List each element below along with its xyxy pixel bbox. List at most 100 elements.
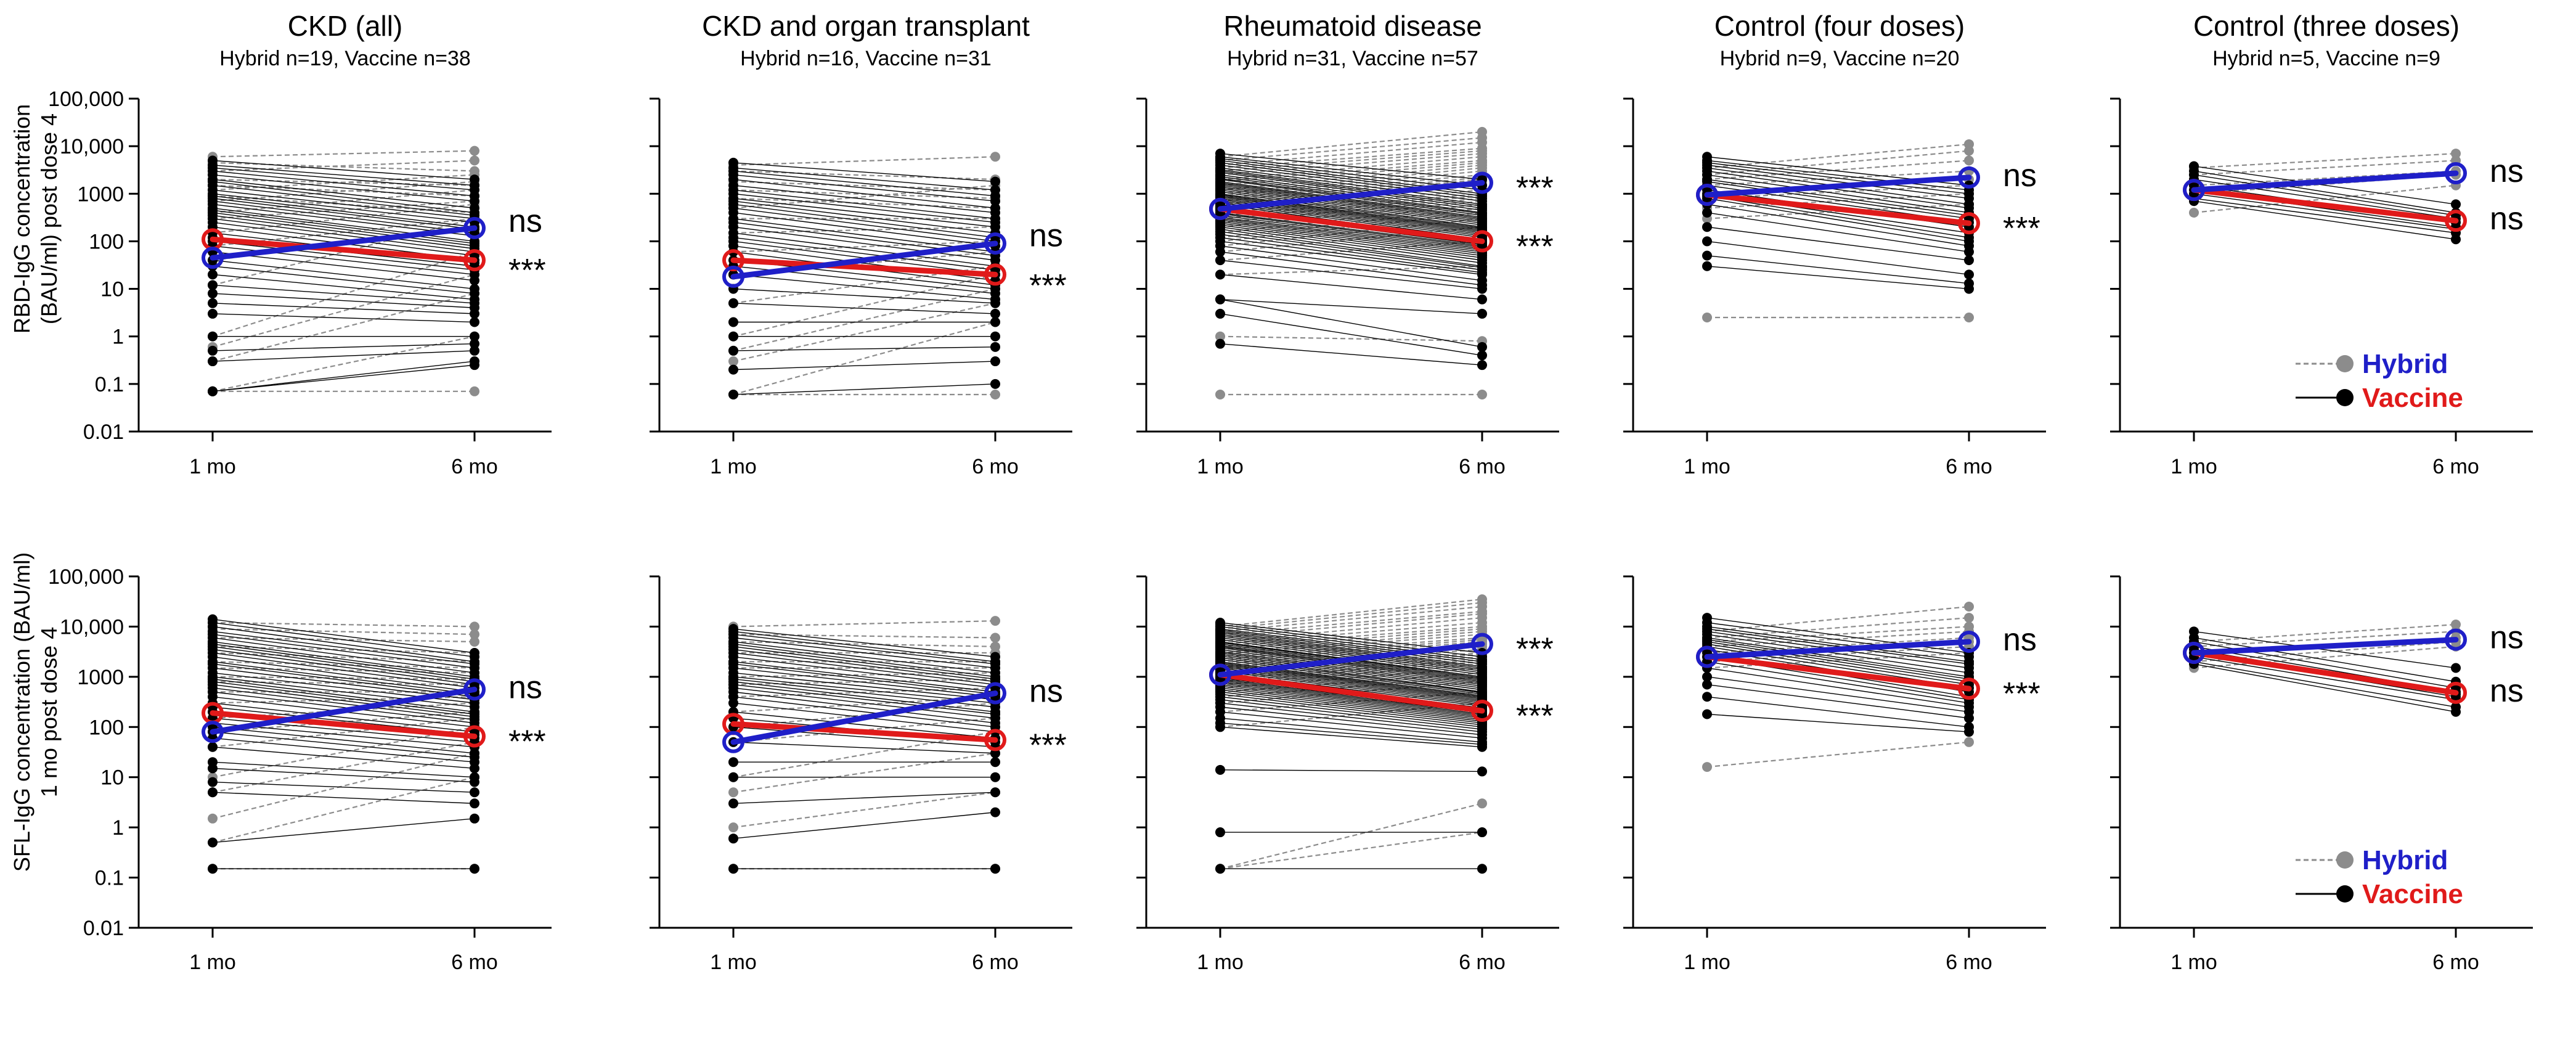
vaccine-pair-line bbox=[212, 313, 475, 323]
hybrid-pair-line bbox=[212, 628, 475, 636]
vaccine-point bbox=[208, 345, 218, 356]
vaccine-pair-line bbox=[1706, 198, 1970, 242]
hybrid-pair-line bbox=[2193, 152, 2456, 169]
vaccine-pair-line bbox=[1706, 170, 1970, 209]
hybrid-median-marker bbox=[2183, 642, 2205, 665]
vaccine-significance: *** bbox=[1029, 727, 1067, 763]
x-tick-label: 6 mo bbox=[451, 455, 498, 478]
row-label-top-line2: (BAU/ml) post dose 4 bbox=[36, 113, 62, 324]
vaccine-pair-line bbox=[1220, 181, 1483, 218]
vaccine-pair-line bbox=[1220, 251, 1483, 286]
vaccine-pair-line bbox=[1220, 629, 1483, 665]
vaccine-point bbox=[728, 757, 738, 768]
hybrid-pair-line bbox=[1706, 741, 1970, 768]
vaccine-point bbox=[1477, 342, 1487, 352]
vaccine-pair-line bbox=[733, 649, 996, 682]
vaccine-pair-line bbox=[1706, 181, 1970, 219]
hybrid-pair-line bbox=[212, 274, 475, 348]
hybrid-pair-line bbox=[1220, 167, 1483, 195]
vaccine-pair-line bbox=[1220, 240, 1483, 276]
vaccine-pair-line bbox=[733, 667, 996, 697]
vaccine-pair-line bbox=[1220, 153, 1483, 180]
vaccine-pair-line bbox=[212, 240, 475, 271]
hybrid-significance: *** bbox=[1516, 171, 1554, 207]
panel-r0c3: Control (four doses) Hybrid n=9, Vaccine … bbox=[1623, 10, 2046, 478]
vaccine-pair-line bbox=[733, 691, 996, 724]
vaccine-pair-line bbox=[733, 174, 996, 202]
hybrid-pair-line bbox=[2193, 631, 2456, 647]
vaccine-pair-line bbox=[733, 661, 996, 693]
vaccine-pair-line bbox=[733, 346, 996, 351]
vaccine-point bbox=[208, 777, 218, 787]
vaccine-pair-line bbox=[733, 646, 996, 680]
vaccine-median-marker bbox=[984, 263, 1006, 286]
x-tick-label: 6 mo bbox=[2432, 455, 2479, 478]
vaccine-pair-line bbox=[212, 189, 475, 219]
vaccine-pair-line bbox=[1220, 686, 1483, 719]
vaccine-pair-line bbox=[1220, 189, 1483, 227]
vaccine-point bbox=[1702, 679, 1712, 690]
hybrid-median-marker bbox=[2445, 162, 2467, 185]
vaccine-pair-line bbox=[733, 203, 996, 239]
vaccine-point bbox=[470, 345, 479, 356]
vaccine-point bbox=[990, 176, 1000, 187]
x-tick-label: 1 mo bbox=[189, 455, 236, 478]
vaccine-pair-line bbox=[2193, 198, 2456, 234]
panel-title: Control (three doses) bbox=[2193, 10, 2460, 42]
vaccine-pair-line bbox=[1220, 223, 1483, 258]
vaccine-pair-line bbox=[1220, 691, 1483, 724]
vaccine-point bbox=[990, 807, 1000, 817]
vaccine-pair-line bbox=[212, 170, 475, 197]
hybrid-significance: ns bbox=[2003, 622, 2037, 658]
vaccine-pair-line bbox=[1706, 667, 1970, 708]
vaccine-pair-line bbox=[2193, 661, 2456, 708]
hybrid-point bbox=[1702, 762, 1712, 772]
vaccine-significance: *** bbox=[1516, 698, 1554, 734]
vaccine-pair-line bbox=[733, 303, 996, 314]
vaccine-pair-line bbox=[1220, 634, 1483, 670]
vaccine-pair-line bbox=[1220, 229, 1483, 267]
hybrid-median-line bbox=[730, 690, 998, 745]
vaccine-pair-line bbox=[1706, 626, 1970, 663]
vaccine-pair-line bbox=[212, 818, 475, 843]
vaccine-pair-line bbox=[212, 676, 475, 708]
vaccine-point bbox=[1477, 360, 1487, 370]
vaccine-pair-line bbox=[1220, 646, 1483, 682]
vaccine-pair-line bbox=[1220, 645, 1483, 681]
vaccine-pair-line bbox=[1220, 631, 1483, 667]
vaccine-point bbox=[208, 269, 218, 280]
hybrid-pair-line bbox=[1220, 131, 1483, 158]
hybrid-significance: *** bbox=[1516, 632, 1554, 668]
x-tick-label: 1 mo bbox=[2170, 455, 2217, 478]
vaccine-significance: *** bbox=[1029, 268, 1067, 304]
vaccine-pair-line bbox=[212, 781, 475, 793]
vaccine-median-line bbox=[1704, 192, 1972, 226]
hybrid-significance: ns bbox=[2490, 620, 2524, 656]
hybrid-median-marker bbox=[463, 216, 486, 239]
vaccine-pair-line bbox=[2193, 656, 2456, 700]
hybrid-pair-line bbox=[733, 274, 996, 337]
vaccine-pair-line bbox=[733, 198, 996, 227]
vaccine-pair-line bbox=[212, 167, 475, 190]
vaccine-pair-line bbox=[733, 643, 996, 678]
y-tick-label: 0.1 bbox=[95, 373, 124, 396]
vaccine-pair-line bbox=[212, 185, 475, 216]
vaccine-point bbox=[1477, 827, 1487, 838]
vaccine-pair-line bbox=[212, 637, 475, 674]
vaccine-pair-line bbox=[733, 656, 996, 689]
vaccine-point bbox=[990, 308, 1000, 319]
hybrid-significance: ns bbox=[2003, 158, 2037, 194]
y-tick-label: 10 bbox=[100, 766, 124, 790]
hybrid-pair-line bbox=[1220, 602, 1483, 630]
hybrid-pair-line bbox=[212, 726, 475, 778]
vaccine-pair-line bbox=[212, 195, 475, 227]
hybrid-point bbox=[990, 389, 1000, 399]
vaccine-median-marker bbox=[984, 729, 1006, 751]
legend-hybrid-label: Hybrid bbox=[2362, 349, 2448, 379]
vaccine-pair-line bbox=[2193, 174, 2456, 216]
vaccine-median-marker bbox=[463, 725, 486, 748]
vaccine-pair-line bbox=[1220, 657, 1483, 694]
vaccine-pair-line bbox=[733, 687, 996, 719]
vaccine-point bbox=[208, 837, 218, 848]
